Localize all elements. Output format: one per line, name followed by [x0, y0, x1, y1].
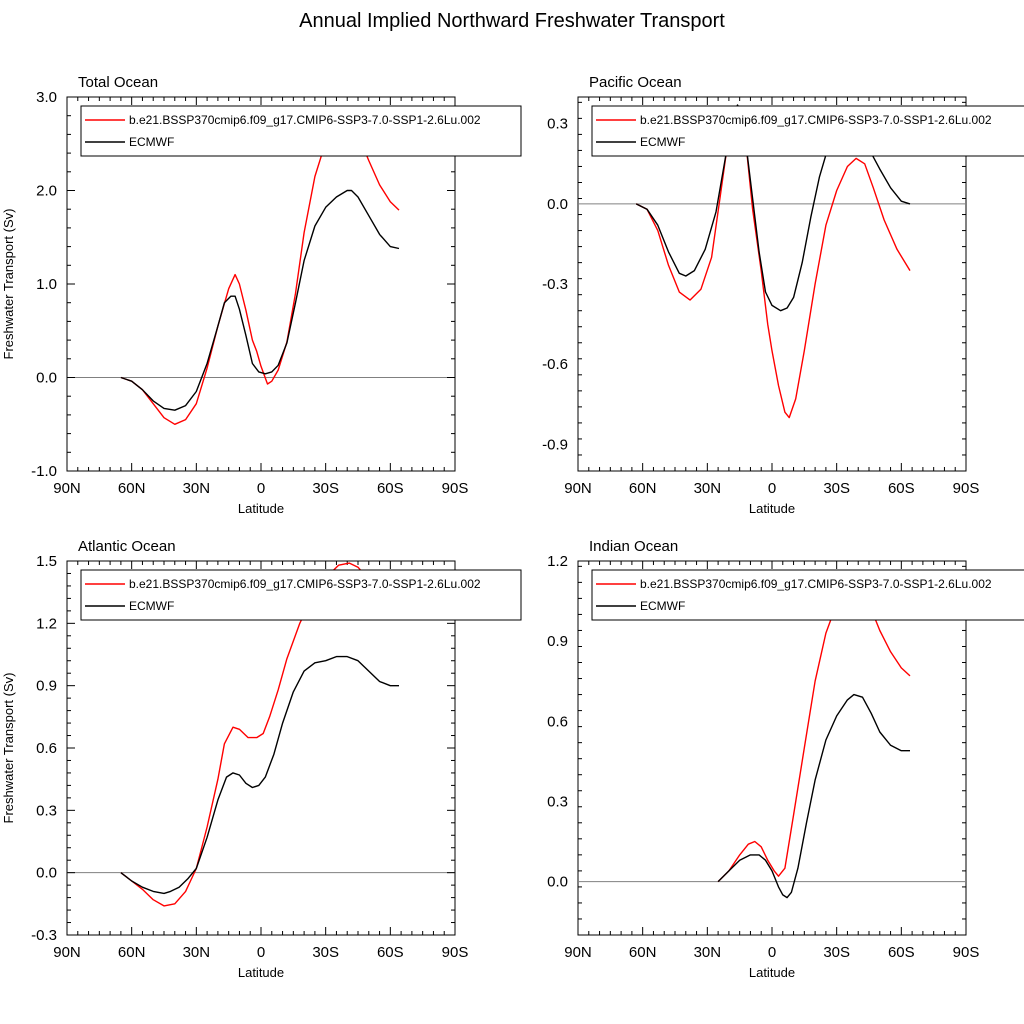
total-ocean-y-axis-label: Freshwater Transport (Sv) — [1, 209, 16, 360]
pacific-ocean-series-model-line — [635, 109, 911, 419]
atlantic-ocean-title: Atlantic Ocean — [78, 538, 176, 555]
indian-ocean-legend-box — [591, 569, 1024, 621]
total-ocean-x-tick-label: 90S — [442, 480, 469, 497]
indian-ocean-x-tick-label: 90N — [564, 944, 592, 961]
atlantic-ocean-x-tick-label: 60N — [118, 944, 146, 961]
total-ocean-x-tick-label: 60S — [377, 480, 404, 497]
atlantic-ocean-x-tick-label: 30S — [312, 944, 339, 961]
indian-ocean-legend-entry: ECMWF — [640, 599, 685, 613]
total-ocean-y-tick-label: 3.0 — [36, 89, 57, 106]
indian-ocean-x-tick-label: 30S — [823, 944, 850, 961]
pacific-ocean-x-axis-label: Latitude — [749, 501, 795, 516]
total-ocean-x-tick-label: 60N — [118, 480, 146, 497]
figure-title: Annual Implied Northward Freshwater Tran… — [299, 10, 725, 32]
atlantic-ocean-y-tick-label: -0.3 — [31, 927, 57, 944]
total-ocean-title: Total Ocean — [78, 74, 158, 91]
total-ocean-x-tick-label: 30N — [183, 480, 211, 497]
atlantic-ocean-series-model-line — [120, 562, 400, 907]
pacific-ocean-y-tick-label: 0.3 — [547, 116, 568, 133]
pacific-ocean-x-tick-label: 30S — [823, 480, 850, 497]
indian-ocean-y-tick-label: 0.3 — [547, 793, 568, 810]
total-ocean-y-tick-label: -1.0 — [31, 463, 57, 480]
pacific-ocean-y-tick-label: -0.9 — [542, 436, 568, 453]
atlantic-ocean-series-ecmwf-line — [120, 655, 399, 895]
atlantic-ocean-y-tick-label: 0.6 — [36, 740, 57, 757]
indian-ocean-y-tick-label: 0.9 — [547, 633, 568, 650]
atlantic-ocean-y-tick-label: 1.5 — [36, 553, 57, 570]
pacific-ocean-x-tick-label: 90S — [953, 480, 980, 497]
total-ocean-panel: 90N 60N 30N 0 30S 60S 90S -1.0 0.0 1.0 2.0 3.0 Total… — [1, 74, 522, 516]
indian-ocean-y-tick-label: 1.2 — [547, 553, 568, 570]
atlantic-ocean-x-tick-label: 60S — [377, 944, 404, 961]
pacific-ocean-x-tick-label: 60S — [888, 480, 915, 497]
total-ocean-y-tick-label: 0.0 — [36, 370, 57, 387]
indian-ocean-x-tick-label: 90S — [953, 944, 980, 961]
indian-ocean-panel: 90N 60N 30N 0 30S 60S 90S 0.0 0.3 0.6 0.9 1.2 Indian… — [547, 538, 1024, 980]
pacific-ocean-y-tick-label: 0.0 — [547, 196, 568, 213]
total-ocean-x-tick-label: 90N — [53, 480, 81, 497]
pacific-ocean-y-tick-label: -0.3 — [542, 276, 568, 293]
pacific-ocean-panel: 90N 60N 30N 0 30S 60S 90S -0.9 -0.6 -0.3 0.0 0.3 Pac… — [542, 74, 1024, 516]
atlantic-ocean-y-axis-label: Freshwater Transport (Sv) — [1, 673, 16, 824]
indian-ocean-y-tick-label: 0.0 — [547, 874, 568, 891]
atlantic-ocean-panel: 90N 60N 30N 0 30S 60S 90S -0.3 0.0 0.3 0.6 0.9 1.2 1.… — [1, 538, 522, 980]
pacific-ocean-legend-entry: b.e21.BSSP370cmip6.f09_g17.CMIP6-SSP3-7.… — [640, 113, 992, 127]
total-ocean-series-ecmwf-line — [120, 189, 400, 411]
indian-ocean-x-axis-label: Latitude — [749, 965, 795, 980]
total-ocean-legend-entry: ECMWF — [129, 135, 174, 149]
indian-ocean-legend-entry: b.e21.BSSP370cmip6.f09_g17.CMIP6-SSP3-7.… — [640, 577, 992, 591]
atlantic-ocean-legend-box — [80, 569, 522, 621]
pacific-ocean-y-tick-label: -0.6 — [542, 356, 568, 373]
total-ocean-x-tick-label: 30S — [312, 480, 339, 497]
panels: 90N 60N 30N 0 30S 60S 90S -1.0 0.0 1.0 2.0 3.0 Total… — [1, 74, 1024, 980]
atlantic-ocean-y-tick-label: 0.0 — [36, 865, 57, 882]
indian-ocean-title: Indian Ocean — [589, 538, 678, 555]
pacific-ocean-legend-box — [591, 105, 1024, 157]
total-ocean-x-axis-label: Latitude — [238, 501, 284, 516]
atlantic-ocean-y-tick-label: 0.3 — [36, 802, 57, 819]
atlantic-ocean-x-axis-label: Latitude — [238, 965, 284, 980]
atlantic-ocean-y-tick-label: 1.2 — [36, 615, 57, 632]
pacific-ocean-x-tick-label: 0 — [768, 480, 776, 497]
total-ocean-x-tick-label: 0 — [257, 480, 265, 497]
pacific-ocean-x-tick-label: 60N — [629, 480, 657, 497]
atlantic-ocean-legend-entry: ECMWF — [129, 599, 174, 613]
pacific-ocean-title: Pacific Ocean — [589, 74, 682, 91]
total-ocean-y-tick-label: 2.0 — [36, 183, 57, 200]
atlantic-ocean-x-tick-label: 0 — [257, 944, 265, 961]
pacific-ocean-legend-entry: ECMWF — [640, 135, 685, 149]
pacific-ocean-x-tick-label: 30N — [694, 480, 722, 497]
indian-ocean-x-tick-label: 0 — [768, 944, 776, 961]
indian-ocean-y-tick-label: 0.6 — [547, 713, 568, 730]
total-ocean-legend-box — [80, 105, 522, 157]
atlantic-ocean-x-tick-label: 90N — [53, 944, 81, 961]
pacific-ocean-x-tick-label: 90N — [564, 480, 592, 497]
indian-ocean-x-tick-label: 30N — [694, 944, 722, 961]
indian-ocean-x-tick-label: 60S — [888, 944, 915, 961]
total-ocean-y-tick-label: 1.0 — [36, 276, 57, 293]
atlantic-ocean-y-tick-label: 0.9 — [36, 678, 57, 695]
total-ocean-legend-entry: b.e21.BSSP370cmip6.f09_g17.CMIP6-SSP3-7.… — [129, 113, 481, 127]
indian-ocean-x-tick-label: 60N — [629, 944, 657, 961]
indian-ocean-series-ecmwf-line — [717, 693, 910, 899]
atlantic-ocean-legend-entry: b.e21.BSSP370cmip6.f09_g17.CMIP6-SSP3-7.… — [129, 577, 481, 591]
atlantic-ocean-x-tick-label: 30N — [183, 944, 211, 961]
atlantic-ocean-x-tick-label: 90S — [442, 944, 469, 961]
